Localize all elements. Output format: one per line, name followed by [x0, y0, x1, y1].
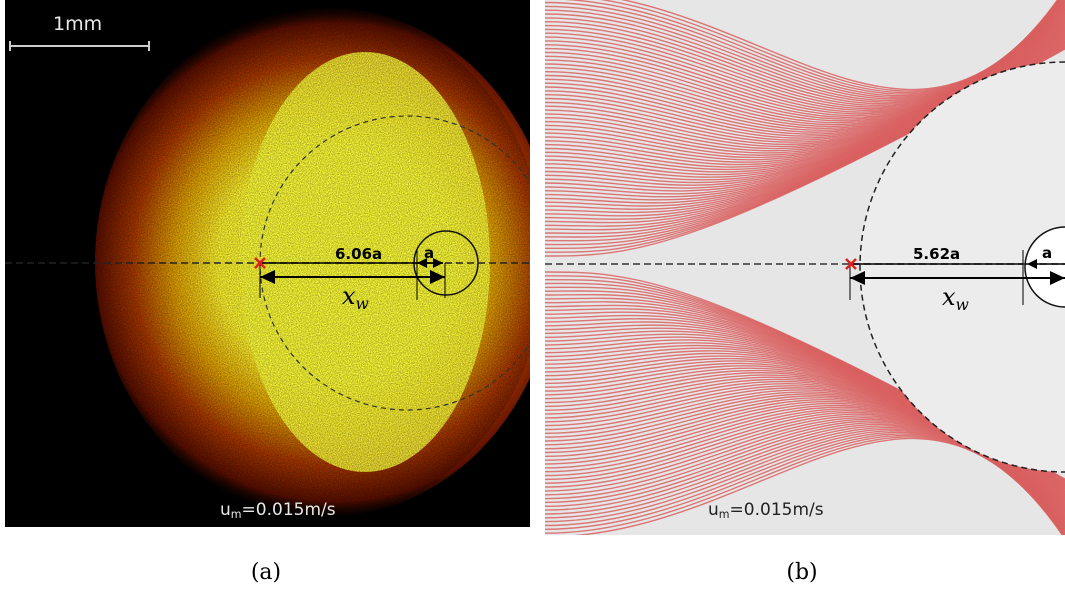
- panel-b-simulation-streamlines: 5.62a a xw um=0.015m/s: [545, 0, 1065, 535]
- distance-label: 6.06a: [335, 245, 383, 263]
- capture-circle-dashed: [859, 61, 1065, 473]
- xw-label: xw: [342, 282, 369, 313]
- velocity-subscript: m: [718, 508, 730, 522]
- panel-b-svg: [545, 0, 1065, 535]
- fluorescent-noise: [65, 0, 530, 524]
- radius-label: a: [1042, 244, 1053, 262]
- distance-label: 5.62a: [913, 245, 961, 263]
- radius-label: a: [424, 244, 435, 262]
- velocity-prefix: u: [708, 500, 719, 520]
- xw-label: xw: [942, 283, 969, 314]
- streamline: [573, 437, 1064, 535]
- velocity-value: =0.015m/s: [729, 500, 824, 520]
- caption-b: (b): [786, 560, 818, 585]
- velocity-label: um=0.015m/s: [220, 500, 336, 522]
- scale-bar-label: 1mm: [53, 13, 103, 35]
- streamline: [620, 0, 1058, 91]
- panel-a-svg: [5, 0, 530, 524]
- stagnation-point-marker: [845, 258, 857, 270]
- panel-a-experiment-image: 1mm 6.06a a xw um=0.015m/s: [5, 0, 530, 527]
- xw-subscript: w: [955, 295, 969, 314]
- velocity-value: =0.015m/s: [241, 500, 336, 520]
- particle-circle: [1024, 226, 1065, 308]
- velocity-subscript: m: [230, 508, 242, 522]
- xw-symbol: x: [342, 282, 356, 310]
- caption-a: (a): [250, 560, 282, 585]
- xw-subscript: w: [355, 294, 369, 313]
- velocity-prefix: u: [220, 500, 231, 520]
- velocity-label: um=0.015m/s: [708, 500, 824, 522]
- xw-symbol: x: [942, 283, 956, 311]
- stagnation-point-marker: [254, 257, 266, 269]
